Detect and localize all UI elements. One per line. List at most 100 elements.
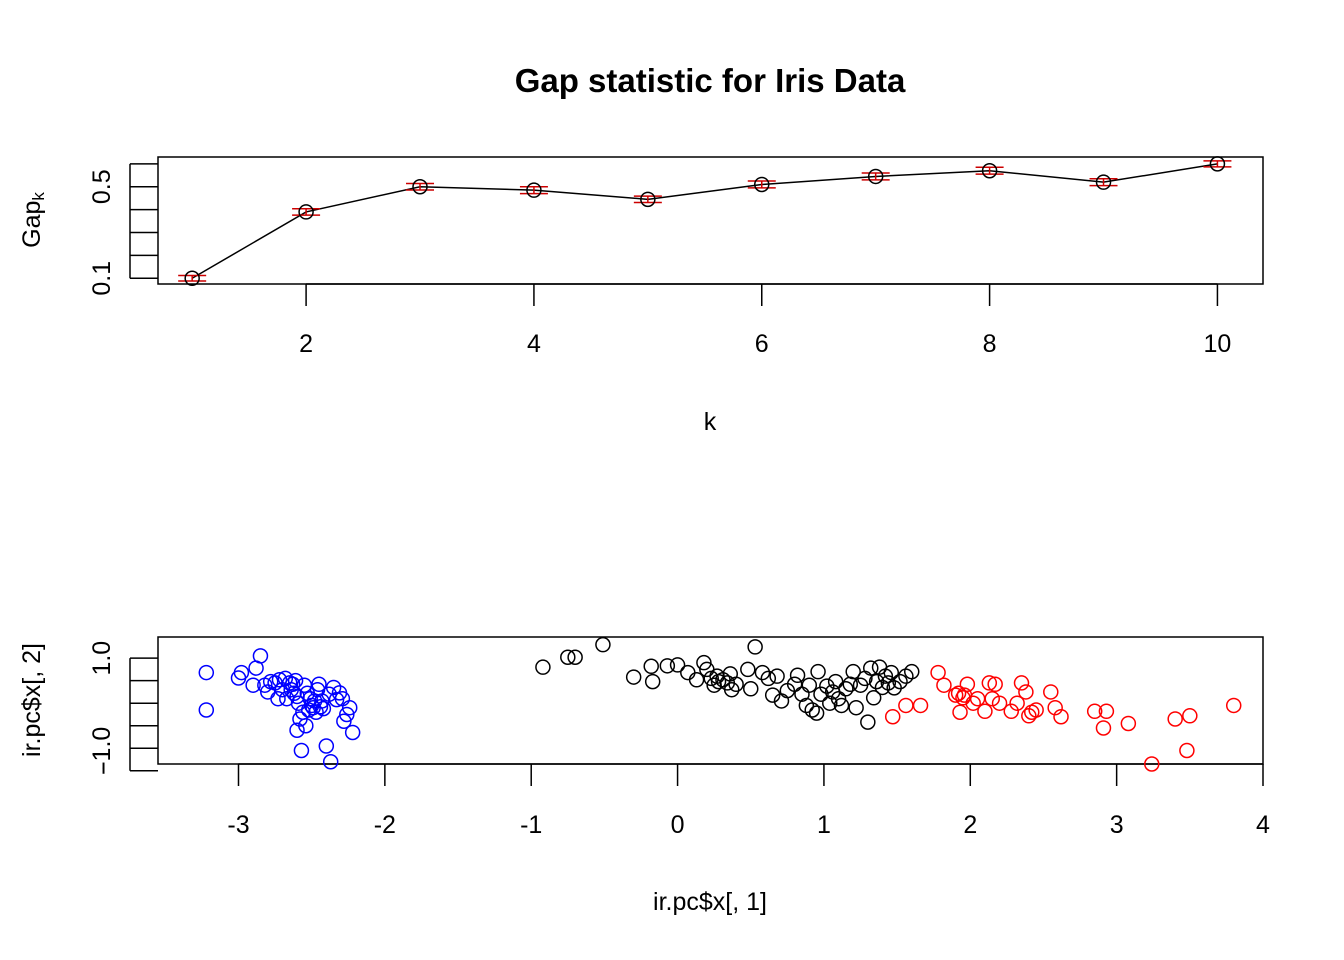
- pca-point: [1225, 697, 1242, 714]
- pca-point: [560, 649, 576, 666]
- gap-point: [1095, 174, 1112, 190]
- pca-point: [312, 699, 329, 715]
- pca-point: [1028, 702, 1044, 718]
- gap-series-line: [191, 163, 1218, 279]
- pca-x-tick-label: 2: [963, 811, 977, 839]
- pca-point: [318, 738, 335, 754]
- gap-point: [412, 178, 428, 195]
- pca-point: [328, 691, 345, 708]
- pca-point: [810, 663, 826, 680]
- pca-x-tick-label: -3: [227, 811, 249, 839]
- pca-point: [754, 664, 771, 681]
- pca-point: [1098, 703, 1115, 720]
- pca-point: [688, 672, 705, 688]
- pca-cluster-3: [884, 664, 1242, 772]
- pca-point: [845, 663, 861, 680]
- gap-x-tick-label: 10: [1204, 330, 1232, 358]
- pca-point: [336, 713, 352, 729]
- pca-point: [819, 678, 835, 694]
- pca-point: [860, 714, 876, 730]
- pca-point: [1043, 684, 1059, 700]
- pca-point: [912, 697, 929, 714]
- chart-title: Gap statistic for Iris Data: [515, 62, 906, 99]
- gap-point: [754, 176, 770, 193]
- pca-point: [233, 664, 250, 681]
- pca-point: [747, 639, 763, 655]
- gap-y-label-sub: k: [29, 192, 48, 201]
- gap-errorbar: [292, 207, 321, 216]
- pca-y-tick-label: 1.0: [88, 641, 116, 676]
- pca-point: [892, 673, 908, 690]
- pca-point: [1018, 684, 1034, 700]
- pca-point: [959, 676, 976, 693]
- pca-point: [1167, 711, 1183, 727]
- pca-point: [827, 673, 844, 690]
- pca-point: [1095, 720, 1112, 736]
- pca-point: [1003, 703, 1020, 720]
- gap-errorbar: [406, 182, 435, 191]
- gap-x-tick-label: 2: [299, 330, 313, 358]
- gap-x-axis: 2 4 6 8 10: [299, 283, 1232, 358]
- gap-errorbar: [747, 180, 776, 189]
- pca-point: [659, 658, 676, 674]
- pca-x-axis-label: ir.pc$x[, 1]: [653, 888, 767, 916]
- gap-errorbar: [975, 166, 1004, 175]
- pca-point: [981, 675, 998, 691]
- pca-point: [1182, 708, 1198, 724]
- gap-errorbar: [1203, 160, 1232, 168]
- gap-point: [867, 168, 884, 185]
- pca-point: [322, 753, 339, 770]
- gap-errorbar: [633, 195, 662, 204]
- pca-point: [198, 664, 215, 681]
- pca-point: [286, 685, 302, 702]
- pca-x-axis: -3 -2 -1 0 1 2 3 4: [227, 763, 1270, 839]
- gap-errorbar: [1089, 177, 1118, 187]
- pca-point: [936, 677, 952, 693]
- pca-point: [245, 677, 261, 693]
- pca-point: [728, 676, 744, 693]
- pca-x-tick-label: -1: [520, 811, 542, 839]
- gap-point: [981, 162, 998, 179]
- pca-point: [270, 690, 286, 707]
- pca-point: [833, 697, 850, 714]
- pca-point: [880, 675, 897, 691]
- pca-point: [625, 669, 642, 685]
- pca-point: [950, 685, 967, 702]
- pca-point: [341, 699, 358, 716]
- pca-point: [883, 664, 900, 681]
- pca-point: [298, 717, 314, 734]
- pca-point: [789, 667, 806, 684]
- gap-y-tick-label: 0.5: [88, 169, 116, 204]
- pca-point: [947, 687, 964, 703]
- pca-point: [863, 660, 879, 676]
- pca-point: [1009, 695, 1025, 711]
- gap-panel: Gap statistic for Iris Data 0.1 0.5 2 4 6 8 1…: [18, 62, 1264, 436]
- pca-point: [808, 705, 825, 721]
- pca-point: [325, 679, 342, 696]
- pca-points: [198, 636, 1242, 772]
- pca-point: [306, 693, 323, 709]
- pca-point: [669, 657, 686, 673]
- pca-point: [804, 702, 820, 718]
- pca-point: [252, 648, 269, 664]
- pca-point: [848, 699, 864, 716]
- pca-point: [991, 695, 1008, 711]
- pca-point: [898, 697, 914, 714]
- pca-point: [644, 673, 661, 690]
- pca-point: [838, 681, 854, 697]
- pca-panel: --1.0 1.0 -3 -2 -1 0 1 2 3 4 ir.pc$x[, 1] ir.pc$…: [18, 636, 1270, 916]
- gap-point: [1209, 156, 1226, 172]
- pca-x-tick-label: 1: [817, 811, 831, 839]
- pca-point: [315, 700, 332, 717]
- pca-point: [643, 658, 659, 675]
- pca-point: [801, 677, 818, 693]
- pca-point: [339, 706, 355, 723]
- gap-errorbar: [861, 172, 890, 181]
- pca-point: [1086, 703, 1103, 720]
- pca-y-axis-label: ir.pc$x[, 2]: [18, 643, 46, 757]
- gap-y-label-main: Gap: [18, 201, 46, 248]
- pca-point: [903, 663, 920, 680]
- pca-point: [311, 676, 327, 693]
- gap-point: [640, 191, 656, 208]
